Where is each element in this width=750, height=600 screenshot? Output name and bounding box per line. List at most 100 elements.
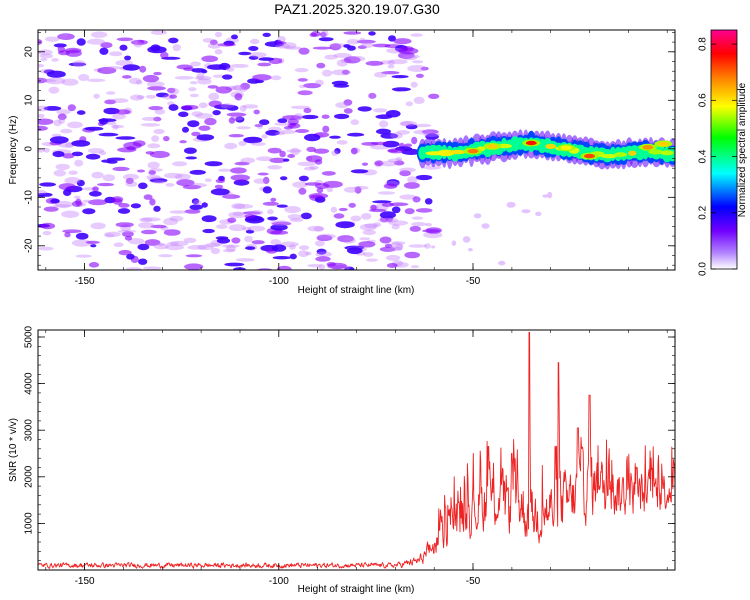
spectrogram-noise-blob bbox=[117, 208, 131, 214]
spectrogram-noise-blob bbox=[473, 213, 482, 219]
spectrogram-noise-blob bbox=[253, 109, 260, 115]
spectrogram-noise-blob bbox=[403, 182, 420, 189]
spectrogram-noise-blob bbox=[202, 228, 215, 234]
spectrogram-noise-blob bbox=[354, 186, 362, 194]
spectrogram-noise-blob bbox=[395, 243, 403, 251]
spectrogram-noise-blob bbox=[299, 84, 306, 89]
spectrogram-noise-blob bbox=[87, 78, 106, 83]
spectrogram-noise-blob bbox=[343, 186, 359, 193]
spectrogram-noise-blob bbox=[326, 262, 336, 267]
spectrogram-noise-blob bbox=[322, 125, 330, 133]
spectrogram-noise-blob bbox=[125, 181, 138, 187]
spectrogram-noise-blob bbox=[275, 41, 287, 45]
spectrogram-noise-blob bbox=[423, 132, 440, 137]
spectrogram-noise-blob bbox=[261, 134, 268, 139]
spectrogram-noise-blob bbox=[207, 42, 222, 49]
spectrogram-noise-blob bbox=[404, 208, 415, 215]
x-tick-label: -100 bbox=[269, 576, 289, 587]
spectrogram-noise-blob bbox=[232, 212, 244, 217]
spectrogram-axes: -150 -100 -50 20 10 0 -10 -20 bbox=[24, 30, 675, 287]
x-tick-label: -50 bbox=[466, 576, 481, 587]
spectrogram-noise-blob bbox=[230, 167, 247, 174]
spectrogram-noise-blob bbox=[399, 170, 411, 177]
spectrogram-noise-blob bbox=[52, 204, 71, 208]
spectrogram-noise-blob bbox=[280, 176, 288, 181]
spectrogram-noise-blob bbox=[68, 170, 78, 175]
spectrogram-noise-blob bbox=[76, 179, 85, 187]
spectrogram-noise-blob bbox=[383, 183, 398, 189]
spectrogram-noise-blob bbox=[329, 135, 341, 139]
signal-peak bbox=[467, 149, 479, 154]
spectrogram-noise-blob bbox=[197, 244, 214, 251]
spectrogram-noise-blob bbox=[204, 178, 212, 182]
spectrogram-noise-blob bbox=[372, 222, 382, 227]
spectrogram-noise-blob bbox=[243, 136, 263, 144]
spectrogram-noise-blob bbox=[249, 38, 260, 45]
spectrogram-noise-blob bbox=[240, 157, 256, 164]
spectrogram-noise-blob bbox=[385, 254, 401, 261]
spectrogram-noise-blob bbox=[87, 38, 105, 45]
spectrogram-noise-blob bbox=[267, 147, 282, 154]
spectrogram-noise-blob bbox=[244, 214, 256, 219]
spectrogram-noise-blob bbox=[384, 243, 393, 248]
spectrogram-noise-blob bbox=[425, 227, 442, 234]
spectrogram-noise-blob bbox=[399, 194, 417, 200]
spectrogram-noise-blob bbox=[380, 133, 399, 139]
spectrogram-noise-blob bbox=[133, 40, 143, 48]
spectrogram-noise-blob bbox=[210, 188, 230, 196]
spectrogram-noise-blob bbox=[67, 104, 76, 112]
spectrogram-noise-blob bbox=[412, 196, 421, 203]
spectrogram-noise-blob bbox=[388, 35, 396, 42]
spectrogram-noise-blob bbox=[112, 113, 126, 120]
spectrogram-noise-blob bbox=[415, 208, 433, 213]
spectrogram-noise-blob bbox=[90, 222, 106, 230]
spectrogram-noise-blob bbox=[547, 191, 553, 199]
spectrogram-noise-blob bbox=[138, 222, 155, 229]
spectrogram-noise-blob bbox=[43, 147, 50, 153]
spectrogram-noise-blob bbox=[256, 156, 274, 161]
signal-peak bbox=[642, 145, 654, 150]
spectrogram-noise-blob bbox=[249, 52, 267, 58]
spectrogram-noise-blob bbox=[111, 196, 124, 203]
spectrogram-noise-blob bbox=[60, 33, 68, 39]
spectrogram-noise-blob bbox=[60, 128, 73, 134]
snr-panel: -150 -100 -50 1000 2000 3000 4000 5000 Height o… bbox=[8, 325, 676, 595]
spectrogram-noise-blob bbox=[244, 235, 253, 243]
spectrogram-noise-blob bbox=[125, 267, 142, 270]
spectrogram-noise-blob bbox=[147, 86, 166, 91]
spectrogram-noise-blob bbox=[214, 49, 223, 55]
spectrogram-noise-blob bbox=[163, 136, 170, 142]
spectrogram-noise-blob bbox=[462, 236, 471, 243]
spectrogram-noise-blob bbox=[391, 206, 401, 214]
spectrogram-noise-blob bbox=[176, 179, 195, 187]
spectrogram-noise-blob bbox=[297, 90, 313, 96]
spectrogram-noise-blob bbox=[257, 172, 269, 176]
spectrogram-noise-blob bbox=[335, 221, 355, 229]
spectrogram-noise-blob bbox=[279, 241, 299, 248]
spectrogram-noise-blob bbox=[272, 256, 291, 260]
spectrogram-noise-blob bbox=[220, 103, 234, 109]
spectrogram-noise-blob bbox=[431, 245, 436, 249]
spectrogram-noise-blob bbox=[343, 31, 362, 35]
spectrogram-noise-blob bbox=[92, 186, 99, 192]
spectrogram-noise-blob bbox=[282, 115, 302, 120]
spectrogram-noise-blob bbox=[254, 124, 263, 128]
spectrogram-noise-blob bbox=[38, 148, 45, 153]
spectrogram-noise-blob bbox=[362, 229, 376, 236]
spectrogram-noise-blob bbox=[298, 47, 310, 55]
spectrogram-noise-blob bbox=[343, 99, 353, 106]
spectrogram-noise-blob bbox=[277, 265, 292, 270]
spectrogram-noise-blob bbox=[183, 237, 197, 243]
spectrogram-noise-blob bbox=[267, 165, 283, 170]
spectrogram-noise-blob bbox=[104, 99, 117, 105]
spectrogram-noise-blob bbox=[76, 38, 86, 46]
spectrogram-noise-blob bbox=[109, 51, 123, 57]
spectrogram-noise-blob bbox=[390, 241, 406, 245]
spectrogram-noise-blob bbox=[239, 105, 247, 112]
spectrogram-noise-blob bbox=[67, 121, 83, 129]
spectrogram-noise-blob bbox=[350, 169, 369, 174]
spectrogram-noise-blob bbox=[118, 249, 132, 256]
spectrogram-noise-blob bbox=[53, 119, 62, 127]
spectrogram-noise-blob bbox=[267, 216, 278, 221]
spectrogram-noise-blob bbox=[299, 90, 313, 95]
